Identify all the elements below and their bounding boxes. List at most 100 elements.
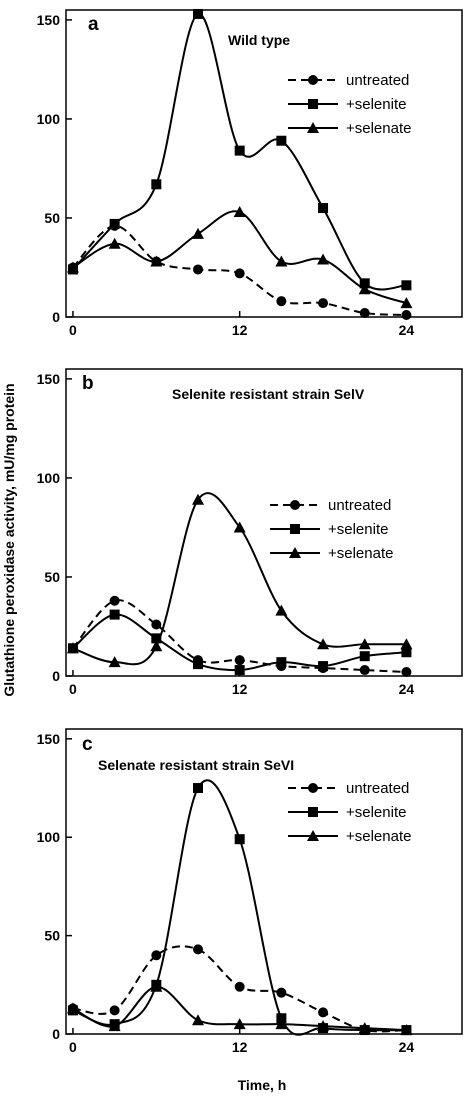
legend-marker [308, 783, 318, 793]
legend-label: untreated [346, 780, 409, 797]
series-untreated [67, 220, 412, 321]
data-point [400, 1024, 413, 1036]
y-tick-label: 100 [37, 829, 61, 845]
x-axis-label: Time, h [238, 1077, 287, 1093]
x-tick-label: 12 [232, 322, 248, 338]
legend: untreated +selenite +selenate [270, 497, 393, 562]
data-point [359, 651, 370, 662]
panels: 0 50 100 150 0 12 24 a Wild type untreated +seleni… [37, 8, 463, 1055]
data-point [318, 1007, 329, 1018]
data-point [109, 1005, 120, 1016]
panel-label: c [82, 734, 93, 755]
data-point [233, 206, 246, 218]
legend-marker [308, 807, 318, 817]
data-point [193, 944, 203, 955]
data-point [192, 493, 204, 505]
data-point [108, 237, 121, 249]
x-tick-label: 0 [69, 1039, 77, 1055]
x-tick-label: 12 [232, 1039, 248, 1055]
data-point [359, 665, 370, 676]
data-point [234, 665, 245, 676]
data-point [401, 310, 412, 321]
x-tick-label: 0 [69, 322, 77, 338]
data-point [276, 657, 287, 668]
data-point [109, 218, 120, 229]
data-point [318, 661, 329, 672]
data-point [192, 227, 204, 239]
y-tick-label: 100 [37, 111, 61, 127]
data-point [275, 255, 288, 267]
panel-title: Selenite resistant strain SelV [172, 386, 365, 402]
y-tick-label: 100 [37, 470, 61, 486]
data-point [150, 640, 163, 652]
panel-label: b [82, 373, 94, 394]
data-point [275, 1018, 288, 1030]
legend-marker [308, 99, 318, 109]
data-point [317, 1020, 330, 1032]
data-point [193, 659, 203, 670]
data-point [151, 950, 162, 961]
data-point [358, 283, 371, 295]
data-point [317, 638, 330, 650]
legend-marker [307, 122, 319, 133]
y-tick-label: 150 [37, 731, 61, 747]
series-selenate [66, 980, 413, 1036]
series-untreated [67, 595, 412, 678]
panel-a: 0 50 100 150 0 12 24 a Wild type untreated +seleni… [37, 8, 463, 338]
data-point [193, 783, 203, 794]
series-line [72, 12, 407, 291]
legend-label: +selenite [346, 96, 406, 113]
data-point [359, 308, 370, 319]
legend-marker [290, 524, 300, 534]
data-point [401, 647, 412, 658]
data-point [317, 253, 330, 265]
legend-label: +selenate [328, 545, 393, 562]
data-point [276, 135, 287, 146]
plot-frame [65, 9, 463, 318]
legend-label: untreated [346, 72, 409, 89]
data-point [233, 1018, 246, 1030]
legend: untreated +selenite +selenate [288, 72, 411, 137]
data-point [66, 642, 79, 654]
plot-frame [65, 728, 463, 1035]
data-point [150, 255, 163, 267]
data-point [193, 8, 203, 19]
y-tick-label: 50 [44, 928, 60, 944]
data-point [234, 834, 245, 845]
x-tick-label: 12 [232, 681, 248, 697]
panel-label: a [88, 14, 99, 35]
y-tick-label: 50 [44, 569, 60, 585]
panel-title: Selenate resistant strain SeVI [98, 757, 294, 773]
data-point [108, 656, 121, 668]
data-point [66, 1002, 79, 1014]
y-tick-label: 0 [52, 1026, 60, 1042]
data-point [318, 203, 329, 214]
data-point [234, 145, 245, 156]
series-selenate [66, 206, 413, 309]
data-point [358, 638, 371, 650]
y-tick-label: 50 [44, 210, 60, 226]
data-point [108, 1020, 121, 1032]
y-tick-label: 150 [37, 371, 61, 387]
data-point [358, 1022, 371, 1034]
data-point [151, 633, 162, 644]
panel-b: 0 50 100 150 0 12 24 b Selenite resistant strain… [37, 368, 463, 697]
series-line [72, 779, 407, 1036]
legend-label: +selenate [346, 828, 411, 845]
y-tick-label: 150 [37, 12, 61, 28]
legend-marker [290, 500, 300, 510]
x-tick-label: 24 [399, 681, 415, 697]
legend-marker [289, 547, 301, 558]
panel-title: Wild type [228, 32, 290, 48]
legend-label: untreated [328, 497, 391, 514]
data-point [276, 987, 287, 998]
legend-marker [308, 75, 318, 85]
legend-label: +selenate [346, 120, 411, 137]
data-point [109, 595, 120, 606]
legend-marker [307, 830, 319, 841]
data-point [318, 298, 329, 309]
data-point [151, 619, 162, 630]
x-tick-label: 24 [399, 1039, 415, 1055]
data-point [192, 1014, 204, 1026]
data-point [234, 268, 245, 279]
